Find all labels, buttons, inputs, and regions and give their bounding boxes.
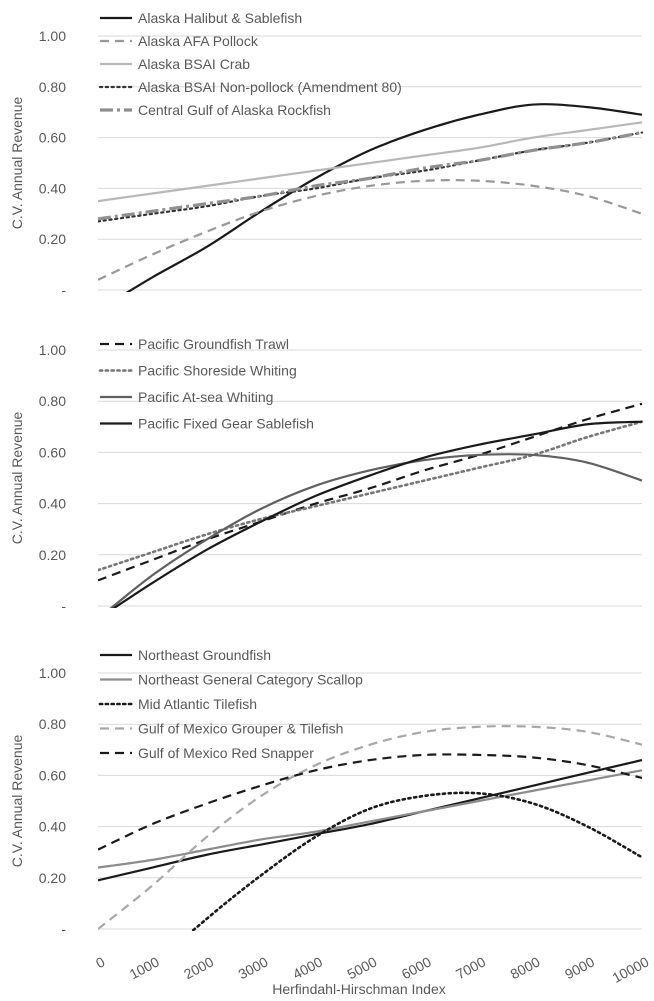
legend-label: Central Gulf of Alaska Rockfish (138, 102, 331, 118)
y-tick-label: 0.20 (39, 870, 66, 886)
series-line (125, 103, 643, 292)
legend-label: Northeast General Category Scallop (138, 672, 363, 688)
legend-label: Gulf of Mexico Grouper & Tilefish (138, 721, 343, 737)
legend-label: Alaska BSAI Crab (138, 56, 250, 72)
x-tick-label: 10000 (610, 953, 652, 986)
legend-label: Alaska BSAI Non-pollock (Amendment 80) (138, 79, 402, 95)
series-line (98, 753, 643, 851)
series-line (98, 121, 643, 203)
legend-label: Alaska AFA Pollock (138, 33, 259, 49)
x-tick-label: 8000 (508, 953, 543, 982)
y-tick-label: 0.60 (39, 444, 66, 460)
y-tick-label: 0.20 (39, 547, 66, 563)
y-tick-label: 1.00 (39, 28, 66, 44)
x-tick-label: 6000 (399, 953, 434, 982)
legend-label: Pacific Groundfish Trawl (138, 336, 289, 352)
legend-label: Pacific Shoreside Whiting (138, 363, 297, 379)
y-tick-label: 0.20 (39, 231, 66, 247)
legend-label: Mid Atlantic Tilefish (138, 696, 257, 712)
series-group (98, 103, 644, 292)
series-line (98, 402, 643, 582)
y-tick-label: 0.80 (39, 716, 66, 732)
y-tick-label: - (61, 921, 66, 937)
y-tick-label: 0.80 (39, 393, 66, 409)
series-group (98, 402, 644, 608)
x-tick-label: 3000 (236, 953, 271, 982)
series-line (112, 420, 643, 608)
y-tick-label: 1.00 (39, 342, 66, 358)
series-line (98, 725, 643, 930)
y-tick-label: 0.40 (39, 496, 66, 512)
x-tick-label: 7000 (453, 953, 488, 982)
series-group (98, 725, 644, 931)
x-tick-label: 2000 (181, 953, 216, 982)
x-tick-label: 9000 (562, 953, 597, 982)
x-tick-label: 1000 (127, 953, 162, 982)
x-tick-label: 4000 (290, 953, 325, 982)
legend-label: Pacific At-sea Whiting (138, 389, 273, 405)
series-line (190, 791, 644, 931)
legend-label: Pacific Fixed Gear Sablefish (138, 416, 314, 432)
y-tick-label: 1.00 (39, 665, 66, 681)
x-tick-label: 0 (93, 953, 108, 971)
y-tick-label: 0.80 (39, 79, 66, 95)
series-line (109, 453, 643, 608)
panel-alaska: - 0.20 0.40 0.60 0.80 1.00 C.V. Annual Revenue… (9, 10, 644, 298)
y-tick-label: 0.40 (39, 819, 66, 835)
series-line (98, 420, 644, 572)
legend-label: Gulf of Mexico Red Snapper (138, 745, 314, 761)
y-tick-label: - (61, 282, 66, 298)
y-tick-label: 0.40 (39, 180, 66, 196)
x-tick-label: 5000 (344, 953, 379, 982)
y-tick-label: 0.60 (39, 130, 66, 146)
y-axis-label: C.V. Annual Revenue (9, 412, 25, 545)
y-axis-label: C.V. Annual Revenue (9, 97, 25, 230)
x-axis-title: Herfindahl-Hirschman Index (272, 981, 446, 997)
series-line (98, 130, 643, 221)
series-line (98, 758, 643, 882)
y-tick-label: - (61, 598, 66, 614)
y-tick-label: 0.60 (39, 767, 66, 783)
series-line (98, 769, 643, 869)
series-line (98, 179, 643, 281)
legend-label: Northeast Groundfish (138, 647, 271, 663)
panel-pacific: - 0.20 0.40 0.60 0.80 1.00 C.V. Annual Revenue… (9, 336, 644, 614)
legend-label: Alaska Halibut & Sablefish (138, 10, 302, 26)
panel-east-gulf: - 0.20 0.40 0.60 0.80 1.00 C.V. Annual Revenue… (9, 647, 652, 986)
y-axis-label: C.V. Annual Revenue (9, 735, 25, 868)
